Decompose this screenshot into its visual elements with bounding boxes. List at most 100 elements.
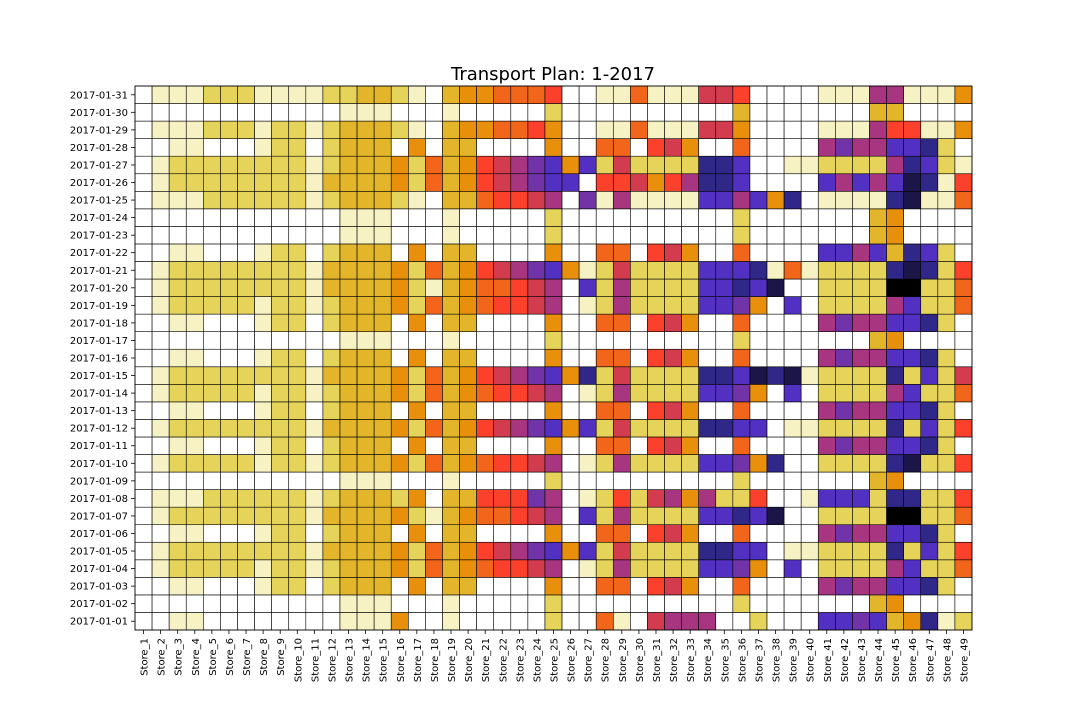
- cell: [903, 348, 922, 368]
- x-tick-label: Store_23: [515, 638, 526, 682]
- cell: [237, 524, 255, 543]
- cell: [168, 138, 187, 157]
- cell: [185, 261, 204, 280]
- cell: [800, 489, 819, 508]
- cell: [510, 85, 529, 104]
- cell: [732, 331, 751, 350]
- cell: [817, 226, 836, 245]
- cell: [134, 454, 153, 473]
- cell: [749, 524, 768, 543]
- cell: [459, 401, 477, 420]
- cell: [561, 419, 580, 438]
- cell: [271, 454, 290, 473]
- cell: [356, 85, 375, 104]
- cell: [408, 261, 426, 280]
- cell: [852, 471, 870, 490]
- cell: [664, 103, 682, 122]
- cell: [203, 489, 221, 508]
- cell: [356, 331, 375, 350]
- cell: [134, 296, 153, 315]
- cell: [561, 436, 580, 455]
- cell: [203, 559, 221, 578]
- cell: [408, 331, 426, 350]
- cell: [886, 296, 904, 315]
- cell: [612, 577, 631, 596]
- cell: [356, 384, 375, 403]
- cell: [356, 138, 375, 157]
- cell: [459, 278, 477, 297]
- cell: [817, 541, 836, 561]
- cell: [732, 261, 751, 280]
- cell: [493, 524, 512, 543]
- cell: [356, 190, 375, 210]
- cell: [903, 401, 922, 420]
- cell: [612, 471, 631, 490]
- cell: [510, 594, 529, 613]
- cell: [339, 190, 358, 210]
- cell: [237, 559, 255, 578]
- cell: [595, 471, 614, 490]
- cell: [442, 559, 460, 578]
- cell: [715, 436, 734, 455]
- y-tick-label: 2017-01-20: [70, 283, 128, 294]
- cell: [220, 489, 238, 508]
- cell: [390, 208, 409, 227]
- cell: [920, 594, 939, 613]
- cell: [715, 594, 734, 613]
- cell: [373, 243, 392, 262]
- y-tick-label: 2017-01-12: [70, 424, 128, 435]
- cell: [903, 120, 922, 139]
- cell: [561, 138, 580, 157]
- cell: [356, 103, 375, 122]
- cell: [356, 278, 375, 297]
- cell: [869, 120, 887, 139]
- cell: [339, 384, 358, 403]
- cell: [510, 190, 529, 210]
- cell: [937, 226, 956, 245]
- cell: [630, 120, 648, 139]
- cell: [288, 401, 307, 420]
- cell: [612, 173, 631, 192]
- cell: [339, 103, 358, 122]
- cell: [237, 243, 255, 262]
- cell: [664, 331, 682, 350]
- cell: [390, 138, 409, 157]
- cell: [595, 348, 614, 368]
- cell: [664, 577, 682, 596]
- cell: [151, 612, 170, 631]
- cell: [203, 454, 221, 473]
- cell: [476, 261, 495, 280]
- cell: [544, 489, 563, 508]
- cell: [647, 506, 665, 526]
- cell: [220, 471, 238, 490]
- cell: [271, 471, 290, 490]
- cell: [493, 594, 512, 613]
- cell: [544, 348, 563, 368]
- cell: [783, 173, 802, 192]
- cell: [817, 471, 836, 490]
- cell: [715, 559, 734, 578]
- cell: [681, 489, 699, 508]
- cell: [305, 278, 324, 297]
- cell: [493, 384, 512, 403]
- cell: [647, 348, 665, 368]
- cell: [664, 208, 682, 227]
- cell: [664, 612, 682, 631]
- cell: [510, 226, 529, 245]
- cell: [578, 331, 597, 350]
- cell: [766, 190, 785, 210]
- cell: [339, 594, 358, 613]
- cell: [408, 120, 426, 139]
- cell: [134, 366, 153, 385]
- cell: [134, 541, 153, 561]
- cell: [168, 313, 187, 332]
- cell: [544, 278, 563, 297]
- y-tick-label: 2017-01-29: [70, 125, 128, 136]
- cell: [578, 190, 597, 210]
- cell: [510, 541, 529, 561]
- cell: [271, 243, 290, 262]
- cell: [886, 612, 904, 631]
- cell: [612, 612, 631, 631]
- x-tick-label: Store_24: [532, 638, 543, 682]
- cell: [134, 471, 153, 490]
